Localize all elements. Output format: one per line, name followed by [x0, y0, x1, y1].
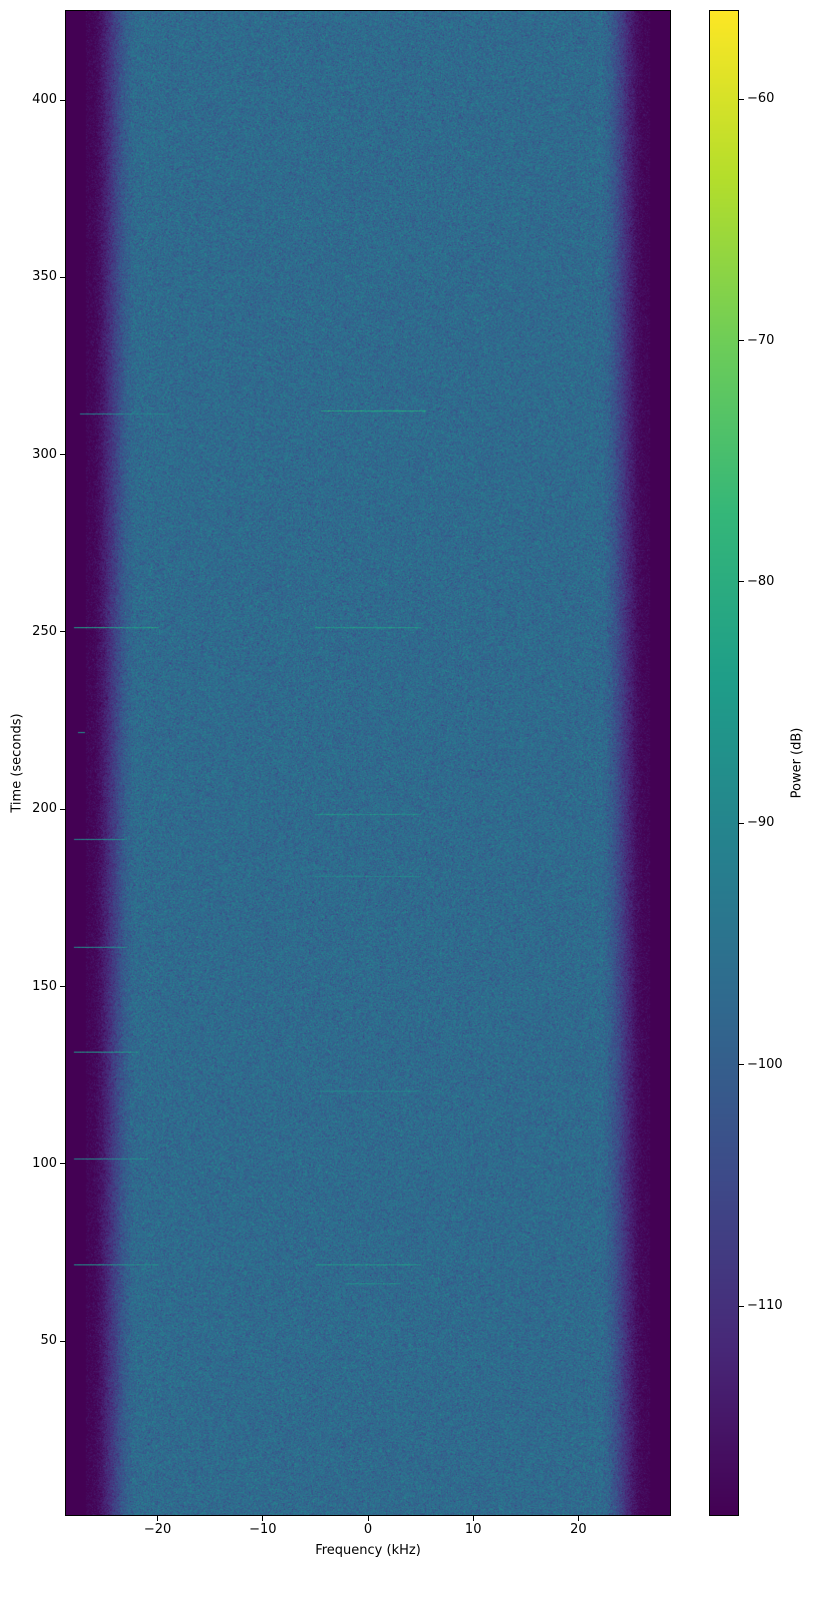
colorbar-tick-label: −110 — [747, 1298, 783, 1314]
x-tick-mark — [472, 1516, 474, 1521]
x-tick-label: −20 — [143, 1522, 172, 1537]
colorbar-tick-mark — [739, 98, 744, 100]
colorbar-tick-label: −80 — [747, 573, 775, 589]
x-tick-mark — [367, 1516, 369, 1521]
colorbar-gradient — [710, 11, 738, 1515]
spectrogram-image — [66, 11, 670, 1515]
colorbar-tick-label: −90 — [747, 815, 775, 831]
colorbar-tick-mark — [739, 340, 744, 342]
colorbar — [709, 10, 739, 1516]
y-tick-label: 350 — [32, 269, 57, 285]
x-tick-label: −10 — [249, 1522, 277, 1537]
colorbar-label: Power (dB) — [789, 727, 805, 799]
y-tick-mark — [60, 1340, 65, 1342]
x-tick-mark — [577, 1516, 579, 1521]
y-tick-label: 200 — [32, 801, 57, 817]
y-axis-label: Time (seconds) — [9, 713, 25, 813]
x-axis-label: Frequency (kHz) — [315, 1543, 421, 1558]
spectrogram-plot — [65, 10, 671, 1516]
colorbar-tick-label: −70 — [747, 332, 775, 348]
y-tick-label: 100 — [32, 1155, 57, 1171]
colorbar-tick-mark — [739, 581, 744, 583]
x-tick-mark — [157, 1516, 159, 1521]
y-tick-label: 50 — [40, 1333, 57, 1349]
y-tick-mark — [60, 276, 65, 278]
colorbar-tick-mark — [739, 822, 744, 824]
y-tick-label: 300 — [32, 446, 57, 462]
y-tick-mark — [60, 1163, 65, 1165]
colorbar-tick-label: −100 — [747, 1056, 783, 1072]
colorbar-tick-mark — [739, 1305, 744, 1307]
y-tick-label: 250 — [32, 623, 57, 639]
y-tick-mark — [60, 808, 65, 810]
x-tick-label: 10 — [464, 1522, 482, 1537]
y-tick-mark — [60, 631, 65, 633]
x-tick-label: 20 — [570, 1522, 587, 1537]
y-tick-mark — [60, 986, 65, 988]
y-tick-label: 400 — [32, 92, 57, 108]
y-tick-mark — [60, 99, 65, 101]
x-tick-mark — [262, 1516, 264, 1521]
colorbar-tick-label: −60 — [747, 91, 775, 107]
y-tick-label: 150 — [32, 978, 57, 994]
y-tick-mark — [60, 454, 65, 456]
x-tick-label: 0 — [363, 1522, 373, 1537]
colorbar-tick-mark — [739, 1064, 744, 1066]
